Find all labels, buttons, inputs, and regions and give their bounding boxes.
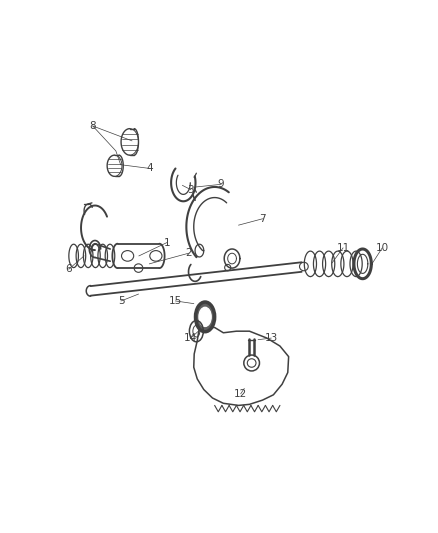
Text: 13: 13 [265, 333, 278, 343]
Text: 12: 12 [234, 389, 247, 399]
Text: 3: 3 [187, 184, 194, 195]
Ellipse shape [195, 302, 215, 332]
Text: 5: 5 [118, 296, 124, 306]
Text: 15: 15 [169, 296, 182, 306]
Text: 4: 4 [146, 164, 153, 173]
Text: 6: 6 [66, 264, 72, 274]
Text: 1: 1 [163, 238, 170, 248]
Text: 7: 7 [259, 214, 266, 224]
Text: 8: 8 [89, 121, 96, 131]
Text: 9: 9 [218, 179, 225, 189]
Ellipse shape [199, 308, 211, 326]
Text: 14: 14 [184, 333, 198, 343]
Text: 10: 10 [376, 243, 389, 253]
Text: 11: 11 [336, 243, 350, 253]
Text: 2: 2 [185, 248, 192, 259]
